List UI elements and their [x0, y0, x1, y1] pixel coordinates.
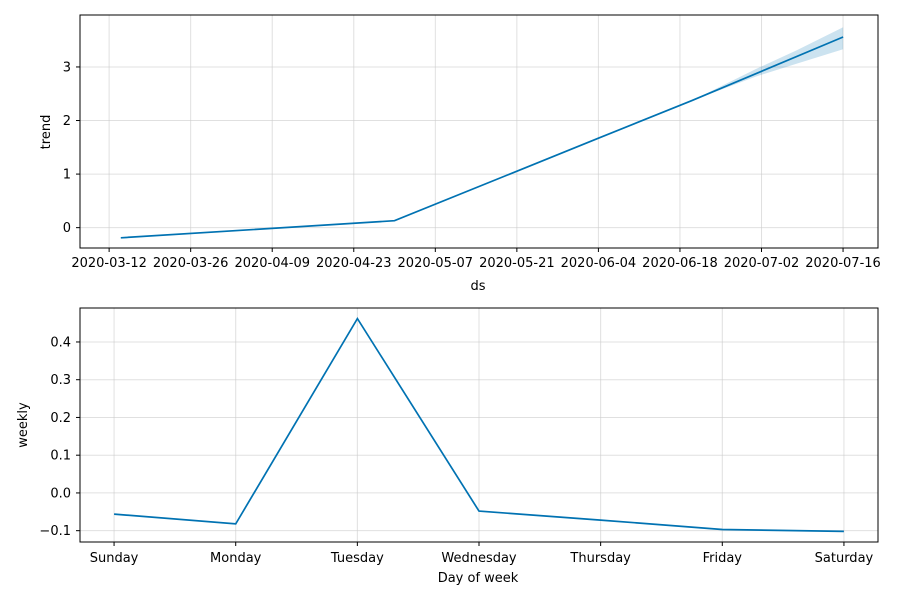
trend-x-tick-label: 2020-06-04	[561, 256, 637, 271]
weekly-line	[114, 316, 844, 533]
weekly-x-tick-label: Monday	[210, 551, 262, 566]
trend-y-axis-label: trend	[39, 115, 54, 150]
trend-x-tick-label: 2020-03-12	[71, 256, 147, 271]
trend-y-axis: 0 1 2 3	[63, 60, 80, 236]
weekly-x-tick-label: Saturday	[815, 551, 874, 566]
weekly-x-tick-label: Friday	[703, 551, 743, 566]
weekly-y-tick-label: 0.4	[50, 335, 71, 350]
trend-x-tick-label: 2020-03-26	[153, 256, 229, 271]
trend-plot-frame	[79, 14, 879, 249]
weekly-x-axis-label: Day of week	[438, 571, 519, 586]
trend-x-tick-label: 2020-07-16	[805, 256, 881, 271]
trend-panel: 2020-03-12 2020-03-26 2020-04-09 2020-04-23…	[39, 14, 881, 294]
weekly-x-axis: Sunday Monday Tuesday Wednesday Thursday Frid…	[90, 542, 874, 566]
trend-x-axis: 2020-03-12 2020-03-26 2020-04-09 2020-04-23…	[71, 248, 881, 271]
weekly-y-tick-label: −0.1	[39, 524, 71, 539]
trend-grid	[80, 15, 878, 248]
weekly-y-axis: −0.1 0.0 0.1 0.2 0.3 0.4	[39, 335, 80, 539]
weekly-y-tick-label: 0.1	[50, 449, 71, 464]
trend-uncertainty-band	[691, 27, 844, 101]
trend-y-tick-label: 2	[63, 114, 71, 129]
trend-y-tick-label: 1	[63, 168, 71, 183]
trend-x-axis-label: ds	[470, 279, 485, 294]
weekly-grid	[80, 308, 878, 542]
weekly-x-tick-label: Tuesday	[330, 551, 384, 566]
weekly-y-tick-label: 0.2	[50, 411, 71, 426]
trend-x-tick-label: 2020-04-23	[316, 256, 392, 271]
weekly-y-tick-label: 0.0	[50, 486, 71, 501]
weekly-panel: Sunday Monday Tuesday Wednesday Thursday Frid…	[16, 307, 879, 586]
trend-x-tick-label: 2020-06-18	[642, 256, 718, 271]
trend-y-tick-label: 0	[63, 221, 71, 236]
weekly-x-tick-label: Thursday	[569, 551, 631, 566]
trend-line	[120, 36, 844, 239]
weekly-y-axis-label: weekly	[16, 402, 31, 448]
trend-x-tick-label: 2020-05-21	[479, 256, 555, 271]
weekly-x-tick-label: Wednesday	[441, 551, 517, 566]
trend-x-tick-label: 2020-07-02	[724, 256, 800, 271]
trend-x-tick-label: 2020-04-09	[234, 256, 310, 271]
trend-x-tick-label: 2020-05-07	[398, 256, 474, 271]
weekly-x-tick-label: Sunday	[90, 551, 139, 566]
trend-y-tick-label: 3	[63, 60, 71, 75]
weekly-y-tick-label: 0.3	[50, 373, 71, 388]
